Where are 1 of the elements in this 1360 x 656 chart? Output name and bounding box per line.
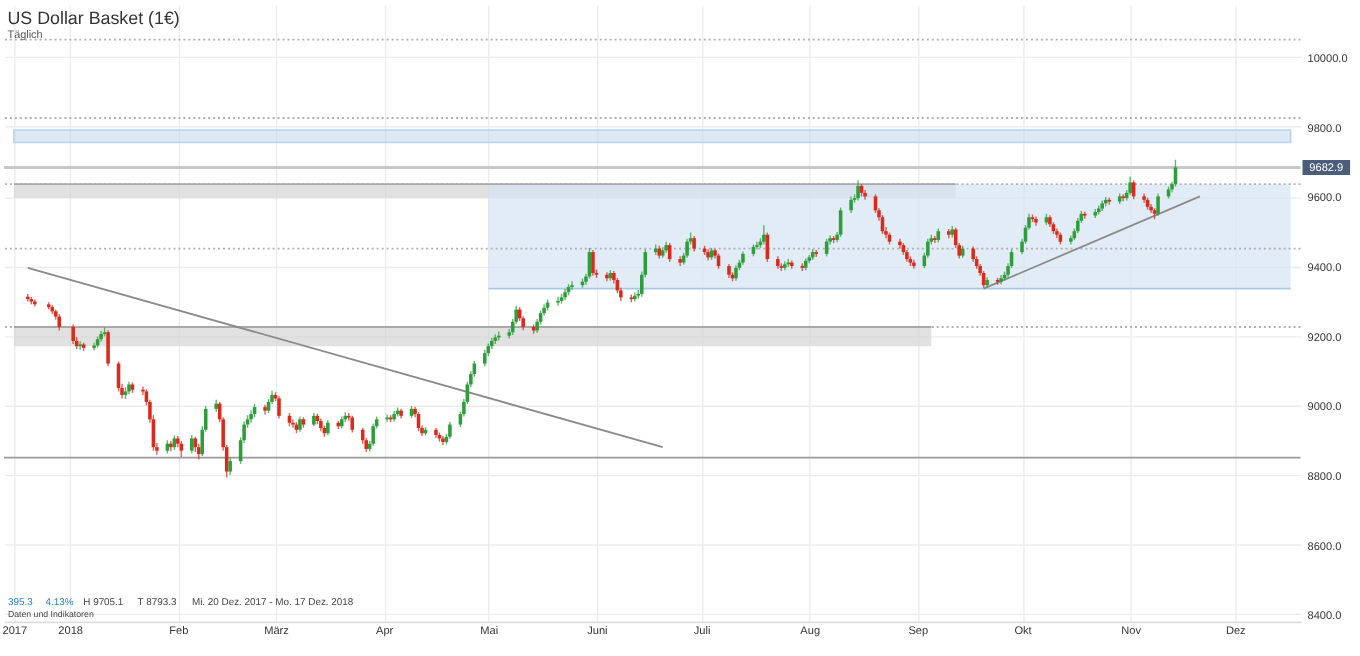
chart-title: US Dollar Basket (1€): [7, 7, 180, 28]
